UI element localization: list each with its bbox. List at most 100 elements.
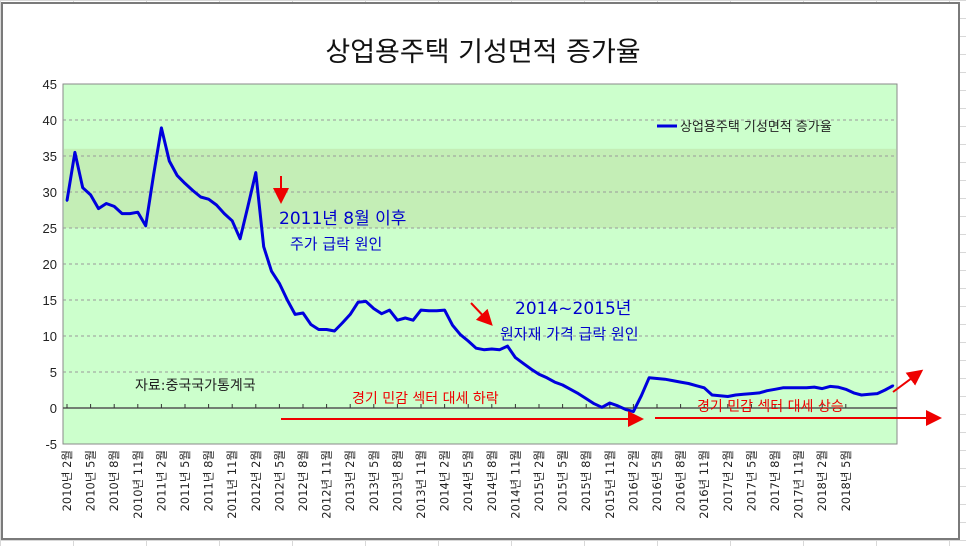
x-tick-label: 2010년 11월 — [131, 450, 145, 519]
data-point — [821, 387, 824, 390]
data-point — [443, 308, 446, 312]
data-point — [105, 202, 108, 205]
data-point — [577, 392, 580, 395]
data-point — [356, 300, 360, 304]
x-axis-ticks: 2010년 2월 2010년 5월 2010년 8월 2010년 11월 2011년 2… — [60, 404, 853, 519]
y-tick-label: 45 — [43, 77, 57, 92]
data-point — [742, 393, 745, 396]
x-tick-label: 2017년 11월 — [792, 450, 806, 519]
data-point — [317, 328, 320, 331]
x-tick-label: 2011년 5월 — [178, 450, 192, 511]
x-tick-label: 2014년 8월 — [485, 450, 499, 511]
y-axis-ticks: 45 40 35 30 25 20 15 10 5 0 -5 — [43, 77, 57, 452]
x-tick-label: 2015년 11월 — [603, 450, 617, 519]
x-tick-label: 2016년 5월 — [650, 450, 664, 511]
data-point — [569, 388, 572, 391]
x-tick-label: 2011년 8월 — [202, 450, 216, 511]
x-tick-label: 2012년 8월 — [296, 450, 310, 511]
x-tick-label: 2011년 11월 — [225, 450, 239, 519]
data-point — [270, 270, 273, 273]
data-point — [773, 388, 777, 391]
x-tick-label: 2017년 8월 — [768, 450, 782, 511]
data-point — [506, 344, 509, 348]
x-tick-label: 2018년 5월 — [839, 450, 853, 511]
data-point — [734, 393, 737, 397]
data-point — [529, 367, 533, 371]
x-tick-label: 2016년 8월 — [674, 450, 688, 511]
x-tick-label: 2015년 8월 — [579, 450, 593, 511]
data-point — [844, 388, 847, 391]
data-point — [411, 318, 415, 322]
x-tick-label: 2016년 11월 — [697, 450, 711, 519]
data-point — [655, 377, 659, 380]
data-point — [459, 333, 462, 336]
data-point — [73, 151, 77, 154]
data-point — [215, 203, 218, 207]
x-tick-label: 2014년 5월 — [461, 450, 475, 511]
x-tick-label: 2012년 5월 — [272, 450, 286, 511]
x-tick-label: 2018년 2월 — [815, 450, 829, 511]
x-tick-label: 2010년 8월 — [107, 450, 121, 511]
data-point — [136, 210, 139, 214]
data-point — [89, 193, 92, 197]
source-note: 자료:중국국가통계국 — [135, 378, 256, 394]
data-point — [175, 174, 179, 177]
data-point — [65, 199, 69, 202]
data-point — [624, 408, 627, 411]
data-point — [750, 392, 753, 395]
x-tick-label: 2014년 2월 — [438, 450, 452, 511]
data-point — [364, 300, 368, 303]
data-point — [852, 391, 855, 395]
data-point — [427, 309, 431, 312]
data-point — [81, 186, 84, 189]
data-point — [868, 393, 871, 396]
data-point — [561, 383, 564, 387]
data-point — [223, 212, 226, 215]
x-tick-label: 2015년 2월 — [532, 450, 546, 511]
data-point — [813, 385, 816, 389]
gridlines — [63, 119, 897, 373]
y-tick-label: 40 — [43, 113, 57, 128]
data-point — [647, 376, 651, 379]
data-point — [474, 347, 478, 350]
chart-title: 상업용주택 기성면적 증가율 — [325, 37, 641, 68]
y-tick-label: 20 — [43, 257, 57, 272]
annotation-rise: 경기 민감 섹터 대세 상승 — [697, 399, 844, 415]
data-point — [467, 339, 470, 343]
data-point — [286, 298, 289, 302]
annotation-2014-line2: 원자재 가격 급락 원인 — [500, 325, 639, 343]
y-tick-label: 0 — [50, 401, 57, 416]
annotation-2011-line2: 주가 급락 원인 — [290, 235, 382, 253]
highlight-band — [64, 148, 896, 228]
data-point — [120, 212, 124, 215]
data-point — [600, 406, 604, 409]
data-point — [726, 395, 729, 398]
data-point — [301, 311, 305, 315]
data-point — [836, 385, 840, 389]
x-tick-label: 2011년 2월 — [154, 450, 168, 511]
x-tick-label: 2010년 2월 — [60, 450, 74, 511]
data-point — [828, 385, 832, 388]
data-point — [309, 323, 313, 326]
x-tick-label: 2017년 5월 — [744, 450, 758, 511]
data-point — [333, 329, 336, 333]
data-point — [168, 159, 171, 163]
y-tick-label: 35 — [43, 149, 57, 164]
series-line — [65, 126, 894, 414]
data-point — [537, 372, 541, 376]
data-point — [160, 126, 163, 130]
data-point — [380, 312, 383, 315]
data-point — [876, 392, 879, 395]
rise-arrow-diagonal — [892, 369, 924, 393]
data-point — [679, 380, 682, 384]
data-point — [254, 171, 257, 174]
data-point — [608, 401, 611, 405]
data-point — [703, 386, 706, 390]
data-point — [585, 397, 588, 400]
data-point — [152, 174, 155, 177]
data-point — [113, 205, 116, 208]
data-point — [695, 384, 698, 387]
x-tick-label: 2017년 2월 — [721, 450, 735, 511]
data-point — [616, 404, 619, 408]
